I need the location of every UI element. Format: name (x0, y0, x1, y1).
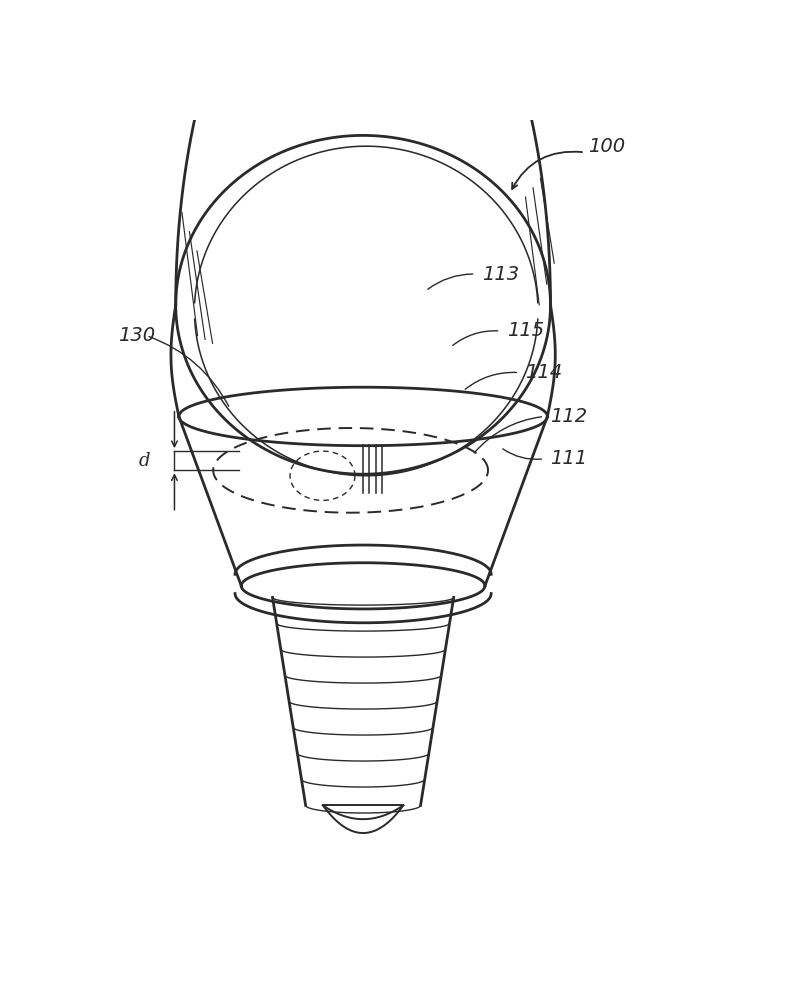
Text: 111: 111 (550, 449, 588, 468)
Text: 130: 130 (118, 326, 156, 345)
Text: d: d (139, 452, 150, 470)
Text: 113: 113 (482, 264, 519, 284)
Text: 115: 115 (507, 321, 544, 340)
Text: 114: 114 (526, 363, 563, 382)
Text: 100: 100 (588, 137, 625, 156)
Text: 112: 112 (550, 407, 588, 426)
